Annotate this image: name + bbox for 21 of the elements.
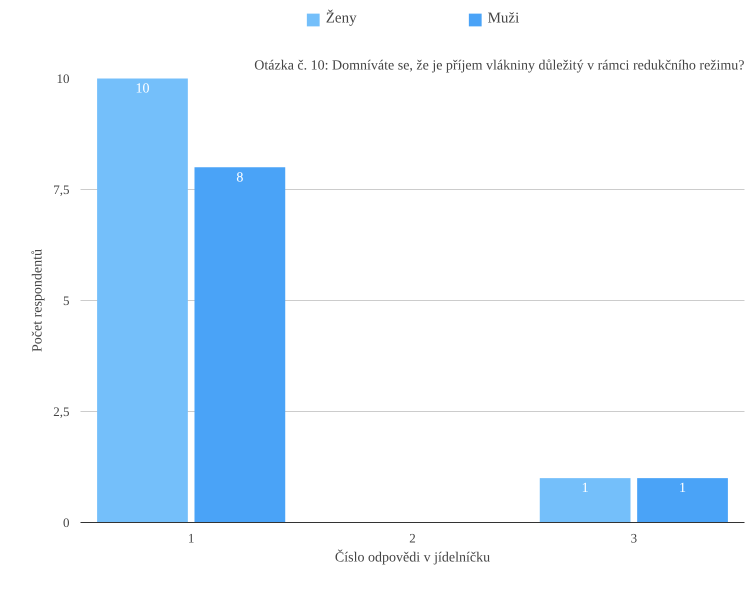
y-tick-label: 5 bbox=[63, 293, 70, 308]
y-tick-label: 2,5 bbox=[53, 404, 70, 419]
y-tick-label: 10 bbox=[56, 71, 70, 86]
bar bbox=[540, 478, 631, 522]
data-label: 1 bbox=[582, 481, 589, 496]
data-label: 10 bbox=[135, 82, 150, 96]
legend-label: Ženy bbox=[326, 10, 357, 28]
y-axis-title: Počet respondentů bbox=[30, 248, 46, 352]
x-tick-label: 1 bbox=[188, 530, 194, 546]
x-tick-label: 2 bbox=[409, 530, 416, 546]
x-tick-label: 3 bbox=[630, 530, 638, 546]
legend-label: Muži bbox=[488, 10, 520, 28]
bar bbox=[97, 78, 188, 522]
bar bbox=[194, 167, 286, 522]
x-axis-title: Číslo odpovědi v jídelníčku bbox=[334, 548, 490, 566]
data-label: 8 bbox=[236, 170, 244, 186]
y-tick-label: 7,5 bbox=[53, 182, 70, 197]
bar bbox=[637, 478, 728, 522]
chart-title: Otázka č. 10: Domníváte se, že je příjem vlákniny důležitý v rámci redukčního režimu? bbox=[254, 58, 745, 74]
y-tick-label: 0 bbox=[63, 515, 70, 530]
data-label: 1 bbox=[679, 481, 686, 496]
